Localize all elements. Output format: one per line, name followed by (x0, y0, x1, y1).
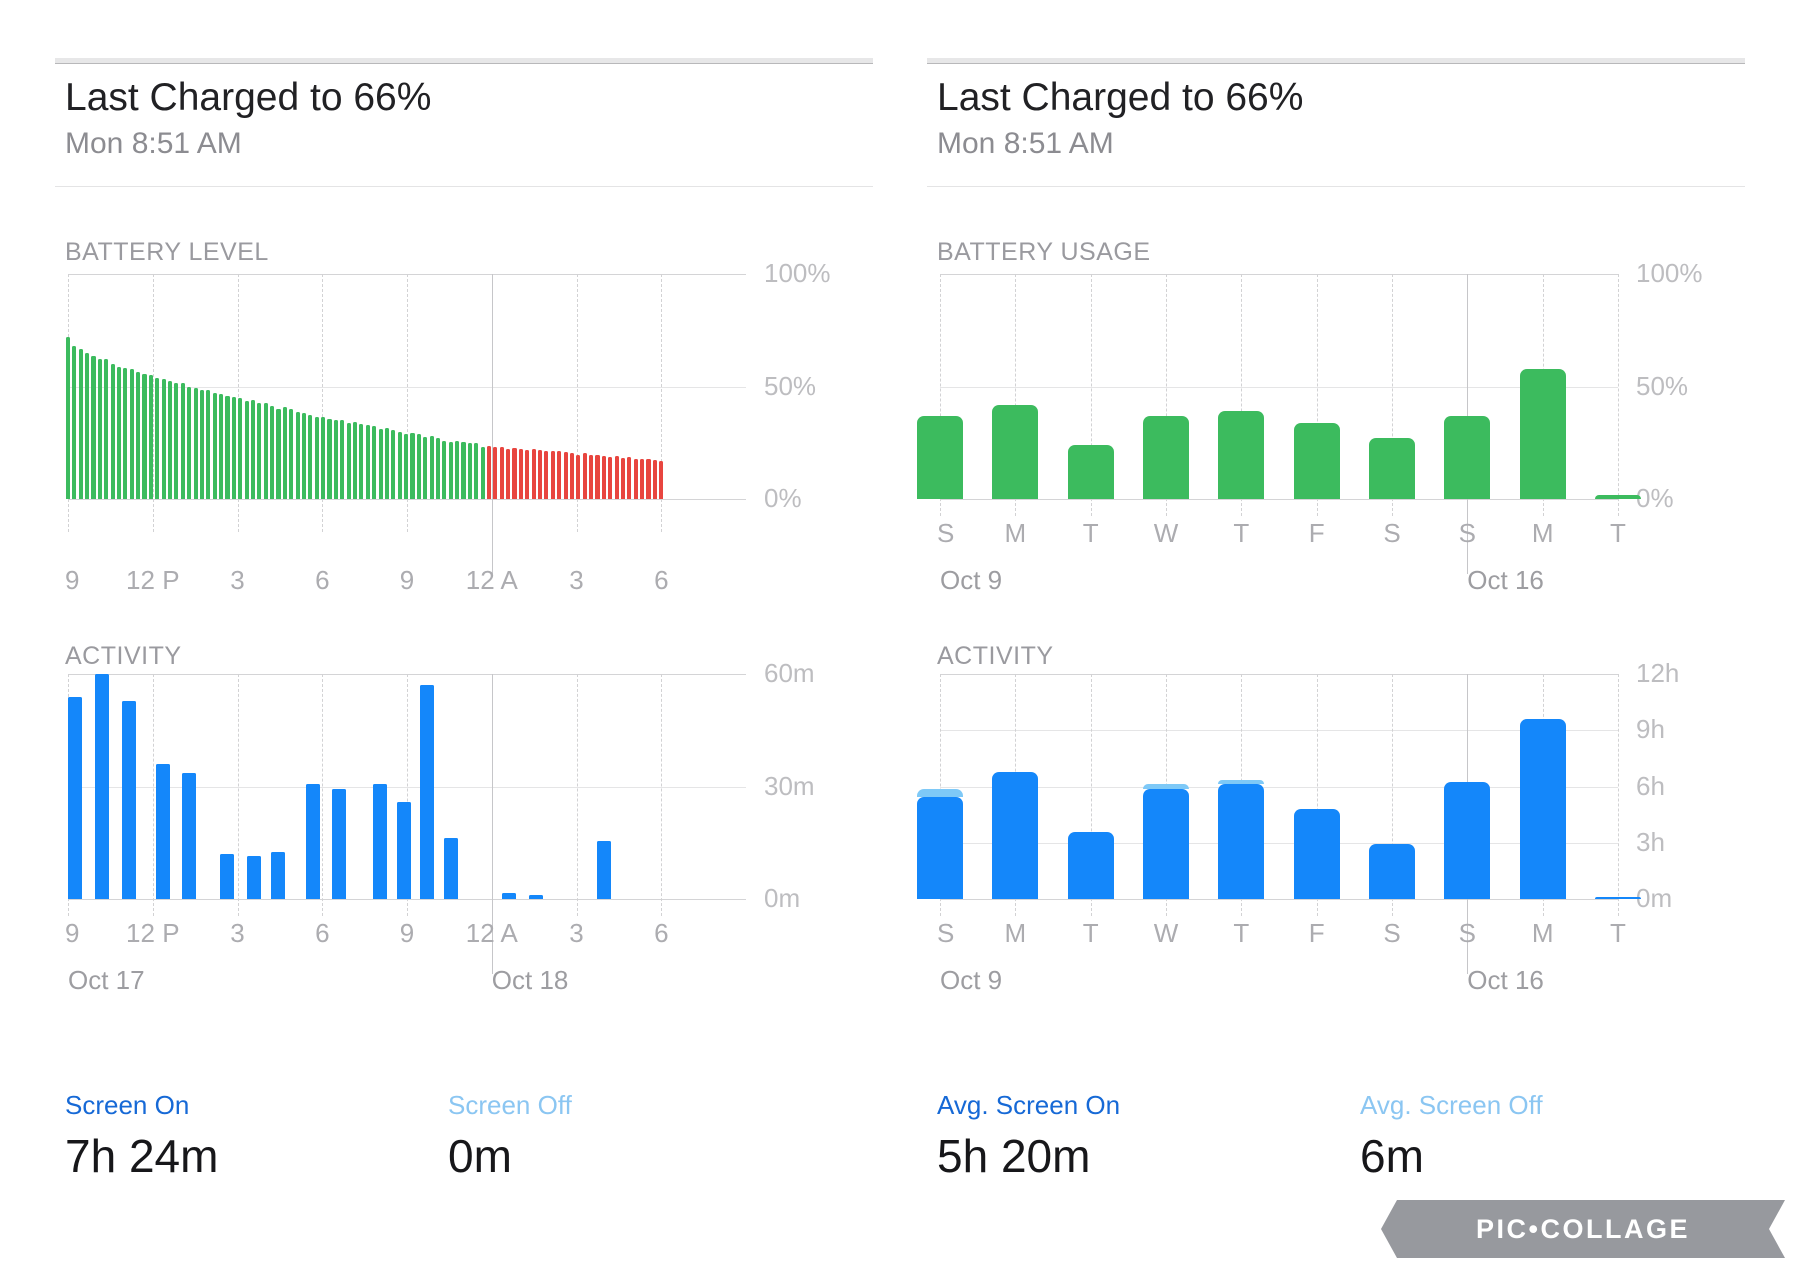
svg-text:PIC•COLLAGE: PIC•COLLAGE (1476, 1214, 1690, 1244)
